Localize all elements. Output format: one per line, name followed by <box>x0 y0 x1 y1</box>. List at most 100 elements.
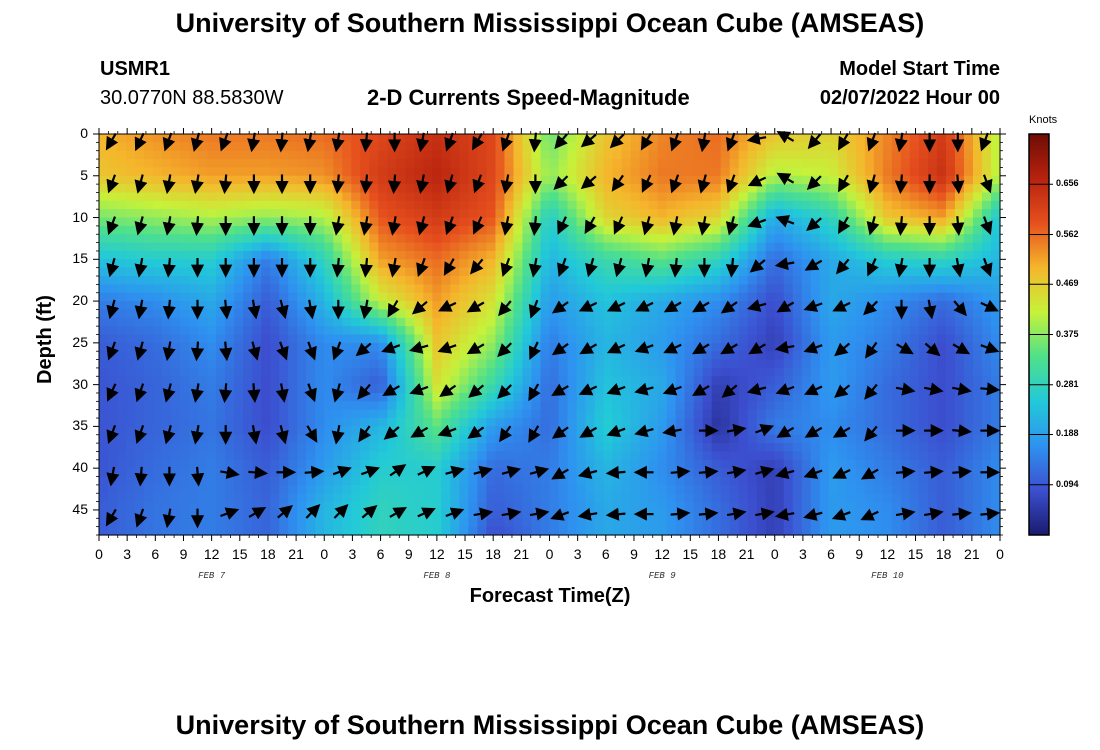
heatmap-cell <box>954 434 965 444</box>
heatmap-cell <box>135 526 145 536</box>
heatmap-cell <box>918 376 929 386</box>
heatmap-cell <box>486 518 497 528</box>
heatmap-cell <box>882 209 893 219</box>
heatmap-cell <box>720 259 731 269</box>
heatmap-cell <box>693 509 704 519</box>
heatmap-cell <box>945 443 956 453</box>
heatmap-cell <box>765 459 776 469</box>
heatmap-cell <box>603 292 614 302</box>
heatmap-cell <box>729 409 740 419</box>
heatmap-cell <box>396 142 406 152</box>
heatmap-cell <box>612 267 623 277</box>
heatmap-cell <box>612 443 623 453</box>
heatmap-cell <box>855 276 866 285</box>
heatmap-cell <box>333 150 343 160</box>
heatmap-cell <box>927 484 938 494</box>
current-vector-arrow <box>774 257 795 271</box>
heatmap-cell <box>873 284 884 294</box>
heatmap-cell <box>945 351 956 361</box>
heatmap-cell <box>126 234 136 244</box>
heatmap-cell <box>846 418 857 427</box>
heatmap-cell <box>630 242 641 252</box>
heatmap-cell <box>603 259 614 269</box>
heatmap-cell <box>369 451 379 461</box>
current-vector-arrow <box>331 216 345 236</box>
heatmap-cell <box>270 518 280 528</box>
heatmap-cell <box>765 225 776 235</box>
heatmap-cell <box>504 501 515 511</box>
heatmap-cell <box>621 242 632 252</box>
heatmap-cell <box>279 526 289 536</box>
heatmap-cell <box>171 484 181 494</box>
heatmap-cell <box>153 359 163 369</box>
heatmap-cell <box>432 443 442 453</box>
heatmap-cell <box>747 150 758 160</box>
heatmap-cell <box>126 484 136 494</box>
heatmap-cell <box>288 142 298 152</box>
heatmap-cell <box>387 409 397 419</box>
heatmap-cell <box>225 317 235 327</box>
heatmap-cell <box>891 200 902 210</box>
heatmap-cell <box>954 459 965 469</box>
heatmap-cell <box>279 184 289 194</box>
current-vector-arrow <box>894 174 908 195</box>
heatmap-cell <box>666 267 677 277</box>
heatmap-cell <box>810 284 821 294</box>
heatmap-cell <box>324 250 334 260</box>
heatmap-cell <box>333 418 343 427</box>
current-vector-arrow <box>437 341 457 354</box>
heatmap-cell <box>558 434 569 444</box>
heatmap-cell <box>918 276 929 285</box>
heatmap-cell <box>405 359 415 369</box>
heatmap-cell <box>342 159 352 169</box>
heatmap-cell <box>486 301 497 311</box>
heatmap-cell <box>567 418 578 427</box>
heatmap-cell <box>99 234 109 244</box>
heatmap-cell <box>603 376 614 386</box>
heatmap-cell <box>684 326 695 336</box>
heatmap-cell <box>693 434 704 444</box>
heatmap-cell <box>504 142 515 152</box>
heatmap-cell <box>414 434 424 444</box>
heatmap-cell <box>648 401 659 411</box>
heatmap-cell <box>990 484 1001 494</box>
heatmap-cell <box>243 409 253 419</box>
heatmap-cell <box>126 493 136 503</box>
heatmap-cell <box>909 317 920 327</box>
heatmap-cell <box>675 225 686 235</box>
heatmap-cell <box>882 301 893 311</box>
heatmap-cell <box>846 326 857 336</box>
heatmap-cell <box>693 250 704 260</box>
heatmap-cell <box>468 518 479 528</box>
heatmap-cell <box>720 292 731 302</box>
heatmap-cell <box>693 309 704 319</box>
heatmap-cell <box>153 342 163 352</box>
current-vector-arrow <box>303 299 317 320</box>
heatmap-cell <box>819 367 830 377</box>
heatmap-cell <box>729 184 740 194</box>
heatmap-cell <box>792 276 803 285</box>
heatmap-cell <box>342 392 352 402</box>
heatmap-cell <box>540 284 551 294</box>
heatmap-cell <box>315 484 325 494</box>
heatmap-cell <box>243 359 253 369</box>
heatmap-cell <box>783 250 794 260</box>
heatmap-cell <box>486 250 497 260</box>
heatmap-cell <box>198 284 208 294</box>
heatmap-cell <box>855 484 866 494</box>
heatmap-cell <box>252 209 262 219</box>
heatmap-cell <box>360 418 370 427</box>
heatmap-cell <box>567 384 578 394</box>
heatmap-cell <box>468 459 479 469</box>
heatmap-cell <box>441 250 451 260</box>
heatmap-cell <box>378 142 388 152</box>
heatmap-cell <box>288 309 298 319</box>
heatmap-cell <box>234 518 244 528</box>
heatmap-cell <box>495 518 506 528</box>
current-vector-arrow <box>331 132 345 153</box>
heatmap-cell <box>153 426 163 436</box>
current-vector-arrow <box>162 174 176 195</box>
current-vector-arrow <box>528 132 542 153</box>
heatmap-cell <box>459 409 470 419</box>
heatmap-cell <box>135 376 145 386</box>
